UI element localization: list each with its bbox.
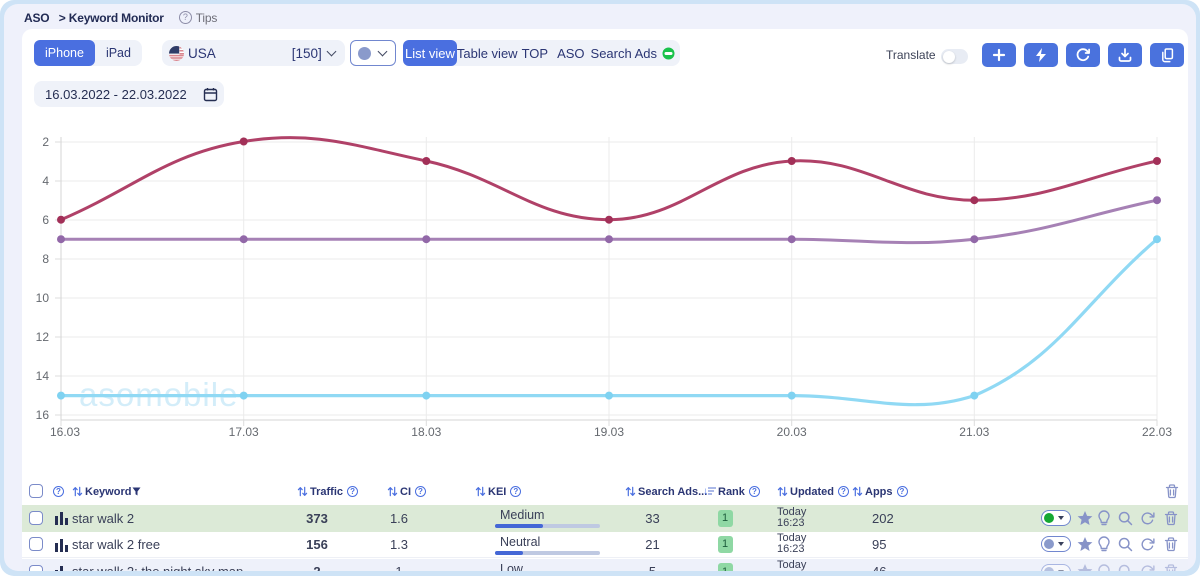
svg-text:14: 14 [36, 369, 50, 383]
svg-text:19.03: 19.03 [594, 425, 624, 439]
svg-text:16: 16 [36, 408, 50, 422]
svg-text:6: 6 [42, 213, 49, 227]
svg-text:4: 4 [42, 174, 49, 188]
svg-text:18.03: 18.03 [411, 425, 441, 439]
svg-text:2: 2 [42, 135, 49, 149]
svg-text:22.03: 22.03 [1142, 425, 1172, 439]
svg-text:10: 10 [36, 291, 50, 305]
svg-text:17.03: 17.03 [229, 425, 259, 439]
svg-text:16.03: 16.03 [50, 425, 80, 439]
svg-text:12: 12 [36, 330, 50, 344]
svg-text:8: 8 [42, 252, 49, 266]
svg-text:20.03: 20.03 [777, 425, 807, 439]
svg-text:21.03: 21.03 [959, 425, 989, 439]
